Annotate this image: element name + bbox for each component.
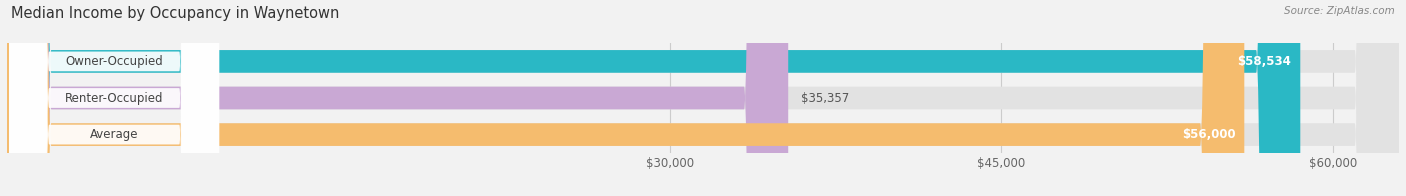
Text: Renter-Occupied: Renter-Occupied <box>65 92 163 104</box>
FancyBboxPatch shape <box>7 0 1399 196</box>
FancyBboxPatch shape <box>7 0 1244 196</box>
Text: Average: Average <box>90 128 138 141</box>
FancyBboxPatch shape <box>10 0 219 196</box>
FancyBboxPatch shape <box>7 0 1301 196</box>
Text: Owner-Occupied: Owner-Occupied <box>65 55 163 68</box>
FancyBboxPatch shape <box>10 0 219 196</box>
FancyBboxPatch shape <box>10 0 219 196</box>
FancyBboxPatch shape <box>7 0 1399 196</box>
Text: $56,000: $56,000 <box>1182 128 1236 141</box>
FancyBboxPatch shape <box>7 0 789 196</box>
FancyBboxPatch shape <box>7 0 1399 196</box>
Text: $35,357: $35,357 <box>801 92 849 104</box>
Text: Median Income by Occupancy in Waynetown: Median Income by Occupancy in Waynetown <box>11 6 340 21</box>
Text: $58,534: $58,534 <box>1237 55 1292 68</box>
Text: Source: ZipAtlas.com: Source: ZipAtlas.com <box>1284 6 1395 16</box>
